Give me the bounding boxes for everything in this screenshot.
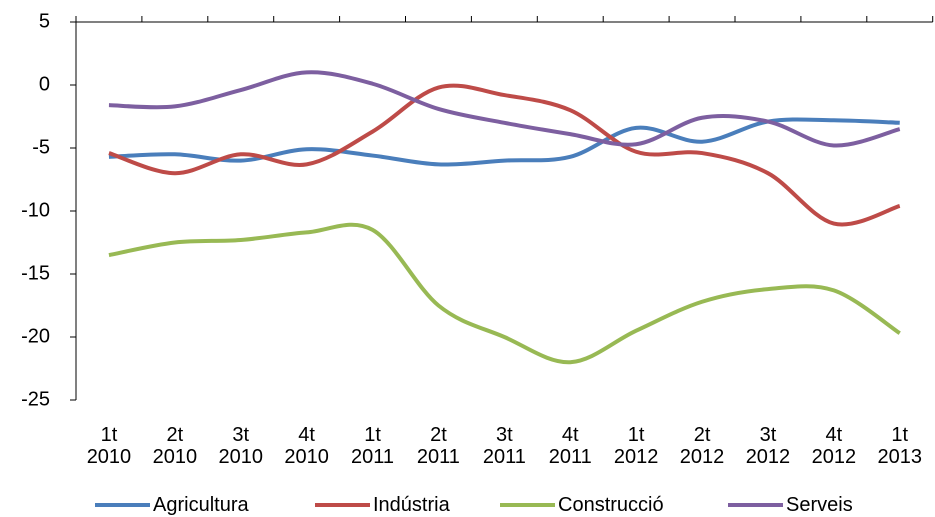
x-tick-label: 1t 2010 [86, 424, 132, 468]
x-tick-label: 1t 2012 [613, 424, 659, 468]
legend-label: Indústria [373, 494, 450, 516]
y-tick-label: -20 [21, 325, 50, 347]
y-tick-label: 5 [39, 10, 50, 32]
x-tick-label: 3t 2010 [218, 424, 264, 468]
x-tick-label: 2t 2010 [152, 424, 198, 468]
x-tick-label: 3t 2011 [482, 424, 526, 468]
x-tick-label: 2t 2012 [679, 424, 725, 468]
series-line [108, 222, 901, 365]
legend-label: Construcció [558, 494, 664, 516]
y-tick-label: 0 [39, 73, 50, 95]
y-tick-label: -15 [21, 262, 50, 284]
y-tick-label: -25 [21, 388, 50, 410]
legend-label: Serveis [786, 494, 853, 516]
x-tick-label: 1t 2011 [351, 424, 395, 468]
legend-label: Agricultura [153, 494, 249, 516]
x-tick-label: 4t 2010 [284, 424, 329, 468]
y-tick-label: -5 [32, 136, 50, 158]
x-tick-label: 3t 2012 [745, 424, 791, 468]
series-line [108, 83, 901, 227]
series-line [108, 70, 901, 148]
y-tick-label: -10 [21, 199, 50, 221]
x-tick-label: 4t 2012 [811, 424, 857, 468]
x-tick-label: 1t 2013 [877, 424, 923, 468]
x-tick-label: 4t 2011 [548, 424, 592, 468]
x-tick-label: 2t 2011 [416, 424, 460, 468]
